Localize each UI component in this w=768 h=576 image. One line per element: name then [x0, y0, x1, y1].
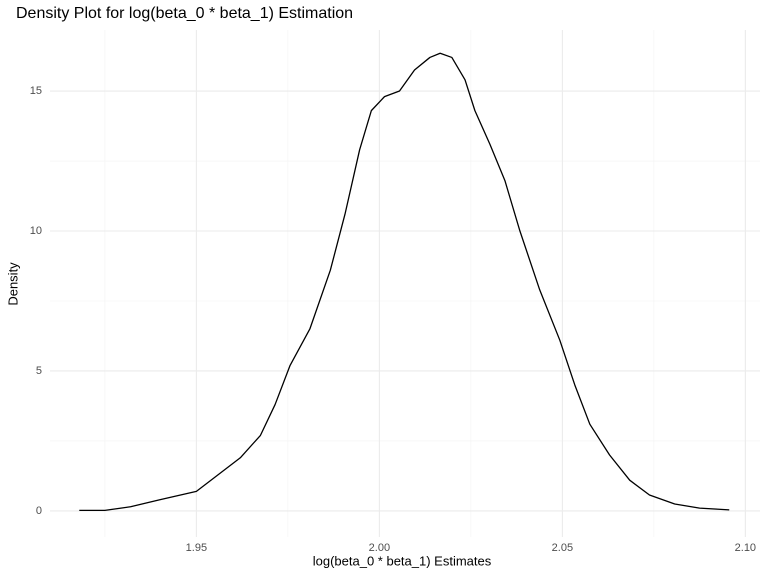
y-axis-title: Density	[5, 262, 20, 306]
x-tick-label: 2.00	[369, 542, 390, 554]
chart-title: Density Plot for log(beta_0 * beta_1) Es…	[16, 5, 353, 22]
x-tick-label: 2.10	[735, 542, 756, 554]
y-tick-label: 15	[30, 85, 42, 97]
x-tick-label: 1.95	[186, 542, 207, 554]
density-line	[79, 52, 730, 512]
y-tick-label: 5	[36, 365, 42, 377]
y-tick-label: 10	[30, 225, 42, 237]
x-axis-title: log(beta_0 * beta_1) Estimates	[313, 553, 492, 568]
x-tick-label: 2.05	[552, 542, 573, 554]
y-tick-label: 0	[36, 505, 42, 517]
